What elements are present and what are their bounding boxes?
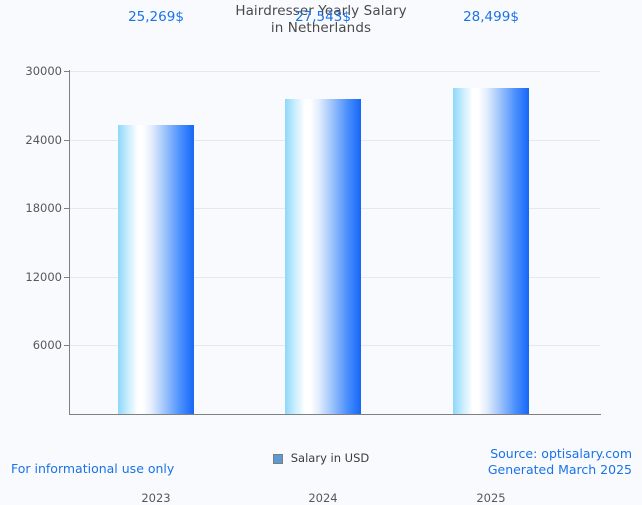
legend-item-label[interactable]: Salary in USD: [290, 451, 370, 465]
x-tick-label-2023: 2023: [141, 491, 171, 505]
bar-value-2025: 28,499$: [463, 9, 519, 25]
bar-2025[interactable]: [453, 88, 529, 414]
y-tick-mark-24000: [64, 139, 70, 141]
plot-area: 30000 24000 18000 12000 6000 25,269$ 202…: [25, 10, 600, 505]
chart-title: Hairdresser Yearly Salary in Netherlands: [0, 3, 642, 37]
y-tick-mark-18000: [64, 208, 70, 210]
legend-color-swatch-icon: [272, 453, 283, 464]
gridline-30000: [70, 71, 600, 72]
y-tick-label-6000: 6000: [32, 338, 62, 353]
source-block: Source: optisalary.com Generated March 2…: [488, 446, 632, 478]
y-axis-line: [69, 70, 70, 415]
chart-title-line1: Hairdresser Yearly Salary: [235, 3, 407, 19]
y-tick-label-18000: 18000: [25, 201, 62, 216]
y-tick-label-12000: 12000: [25, 269, 62, 284]
x-tick-label-2024: 2024: [308, 491, 338, 505]
disclaimer-text: For informational use only: [11, 461, 175, 476]
source-link[interactable]: Source: optisalary.com: [490, 446, 632, 461]
y-tick-mark-6000: [64, 345, 70, 347]
bar-2024[interactable]: [285, 99, 361, 414]
chart-title-line2: in Netherlands: [270, 20, 372, 36]
y-tick-label-24000: 24000: [25, 132, 62, 147]
generated-date: Generated March 2025: [487, 462, 632, 477]
bar-2023[interactable]: [118, 125, 194, 414]
chart-legend: Salary in USD: [0, 452, 642, 465]
x-axis-line: [69, 414, 601, 415]
y-tick-label-30000: 30000: [25, 64, 62, 78]
y-tick-mark-12000: [64, 276, 70, 278]
bar-value-2024: 27,543$: [295, 9, 351, 25]
x-tick-label-2025: 2025: [476, 491, 506, 505]
y-tick-mark-30000: [64, 71, 70, 72]
bar-value-2023: 25,269$: [128, 9, 184, 25]
